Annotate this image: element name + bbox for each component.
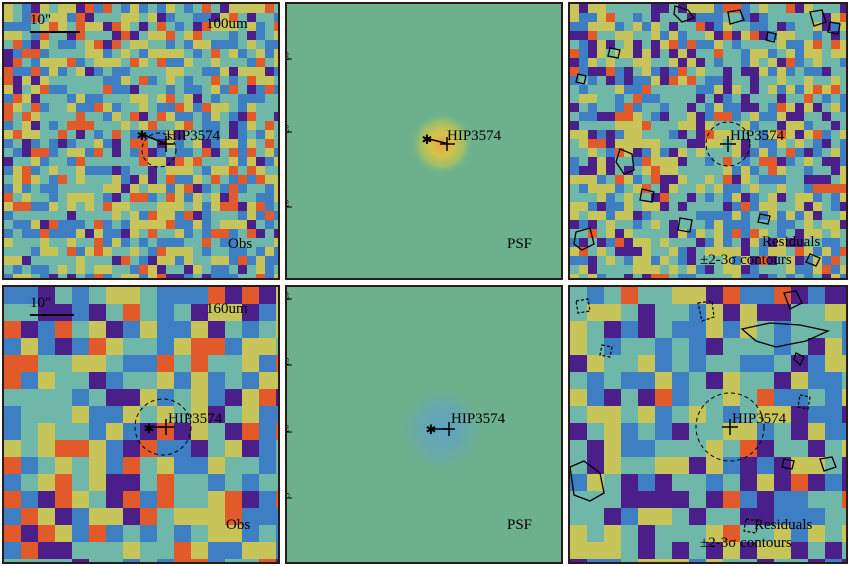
psf-100um-map <box>287 4 561 278</box>
source-label: HIP3574 <box>451 411 506 427</box>
panel-corner-label: PSF <box>507 236 533 252</box>
psf-100um-panel: ✱ 30 20 10 HIP3574 PSF <box>285 2 563 280</box>
obs-100um-panel: ✱ 10" 100um HIP3574 Obs <box>2 2 280 280</box>
panel-corner-label-2: ±2-3σ contours <box>700 252 792 268</box>
scale-label: 10" <box>30 12 52 28</box>
panel-corner-label: Residuals <box>762 234 821 250</box>
psf-axis-tick: 20 <box>285 291 291 301</box>
psf-axis-tick: 15 <box>285 357 291 367</box>
panel-corner-label: Residuals <box>754 517 813 533</box>
psf-axis-tick: 30 <box>285 51 291 61</box>
residual-100um-panel: HIP3574 Residuals ±2-3σ contours <box>568 2 848 280</box>
source-label: HIP3574 <box>732 411 787 427</box>
psf-160um-panel: ✱ 20 15 10 5 HIP3574 PSF <box>285 285 563 564</box>
scale-label: 10" <box>30 295 52 311</box>
source-label: HIP3574 <box>168 411 223 427</box>
panel-corner-label: PSF <box>507 517 533 533</box>
panel-corner-label: Obs <box>226 517 251 533</box>
band-label: 160um <box>206 301 248 317</box>
source-label: HIP3574 <box>730 128 785 144</box>
source-label: HIP3574 <box>166 128 221 144</box>
band-label: 100um <box>206 16 248 32</box>
obs-160um-panel: ✱ 10" 160um HIP3574 Obs <box>2 285 280 564</box>
panel-corner-label: Obs <box>228 236 253 252</box>
psf-axis-tick: 20 <box>285 124 291 134</box>
psf-axis-tick: 10 <box>285 199 291 209</box>
psf-axis-tick: 10 <box>285 424 291 434</box>
source-label: HIP3574 <box>447 128 502 144</box>
obs-100um-map <box>4 4 278 278</box>
psf-axis-tick: 5 <box>287 493 291 498</box>
panel-corner-label-2: ±2-3σ contours <box>700 535 792 551</box>
residual-160um-panel: HIP3574 Residuals ±2-3σ contours <box>568 285 848 564</box>
